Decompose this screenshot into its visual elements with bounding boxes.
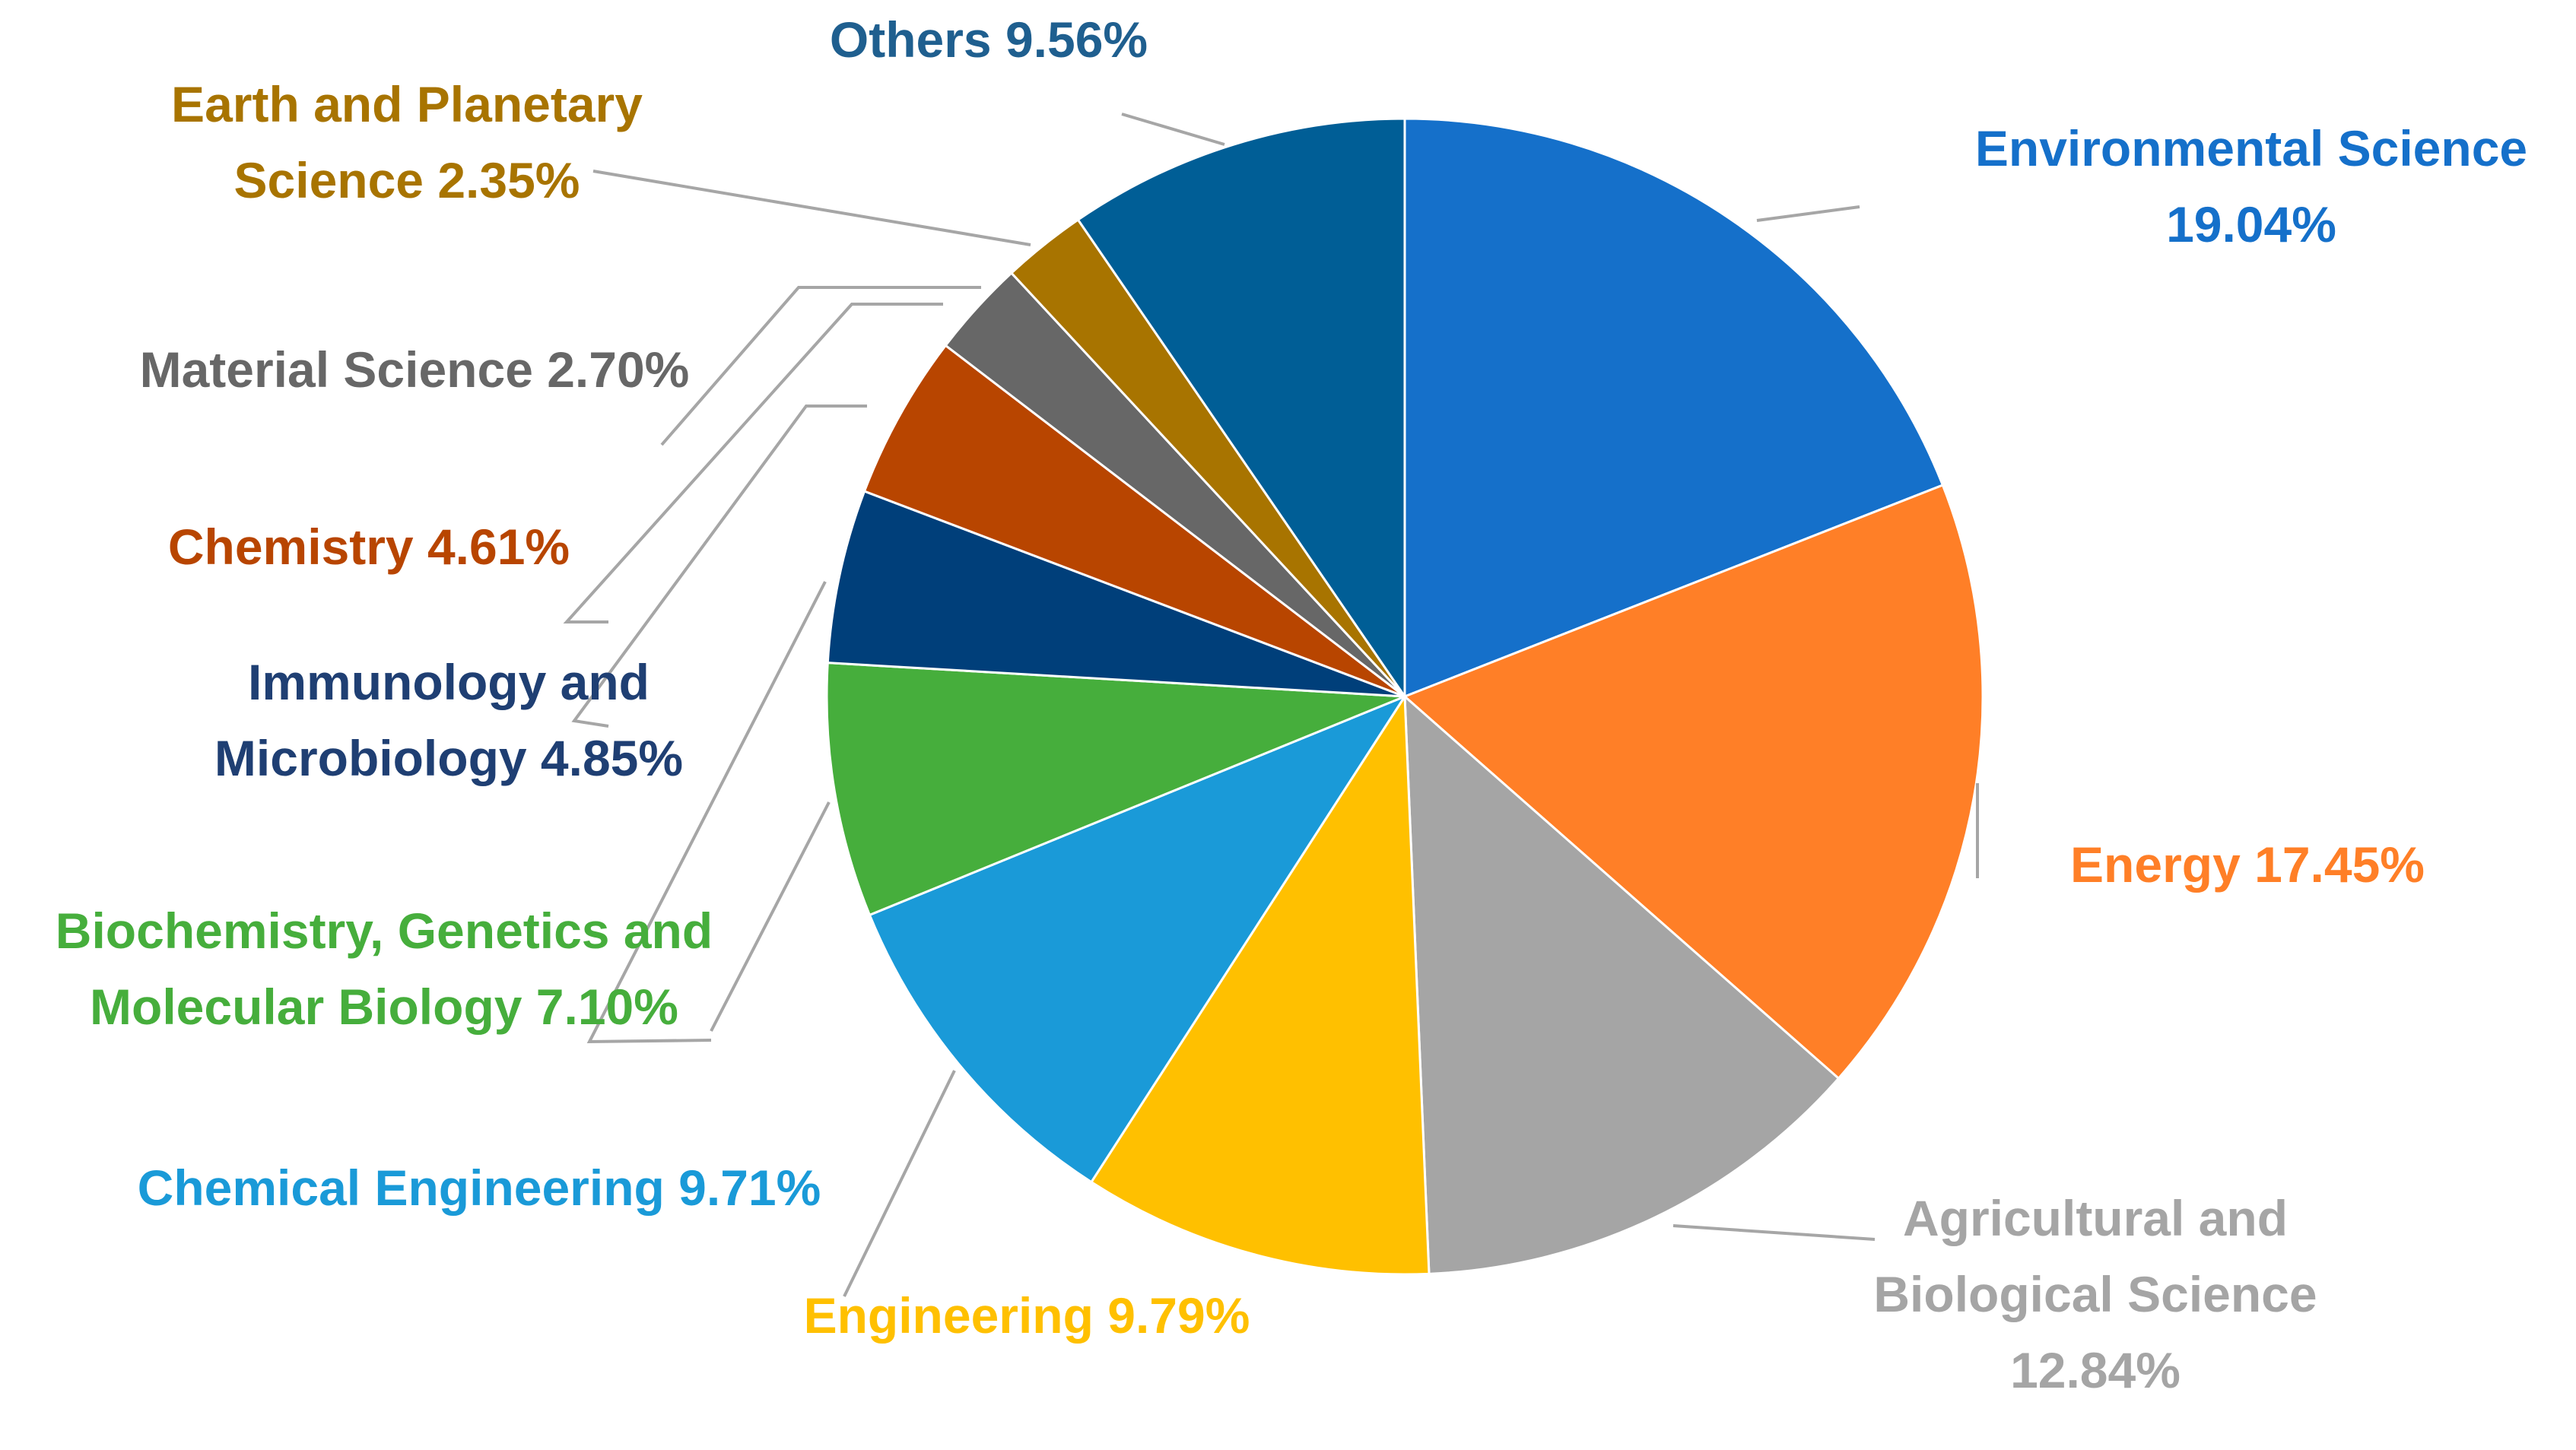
leader-line-others <box>1121 113 1225 146</box>
slice-engineering <box>1090 695 1431 1276</box>
leader-line-engineering <box>843 1070 956 1297</box>
slice-chemistry <box>863 344 1406 698</box>
data-label-line: Chemical Engineering 9.71% <box>138 1160 821 1216</box>
data-label-line: Immunology and <box>248 654 650 710</box>
leader-line-immunology-and-microbiology <box>571 405 867 728</box>
data-label-biochemistry-genetics-and-molecular-biology: Biochemistry, Genetics and Molecular Biol… <box>56 903 713 1035</box>
data-label-line: Material Science 2.70% <box>140 341 690 398</box>
slice-agricultural-and-biological-science <box>1403 695 1840 1275</box>
data-label-environmental-science: Environmental Science 19.04% <box>1975 120 2527 252</box>
data-label-chemical-engineering: Chemical Engineering 9.71% <box>138 1160 821 1216</box>
leader-line-biochemistry-genetics-and-molecular-biology <box>586 581 827 1044</box>
data-label-agricultural-and-biological-science: Agricultural and Biological Science 12.84% <box>1873 1190 2317 1398</box>
data-label-line: Others 9.56% <box>830 11 1148 68</box>
slice-energy <box>1403 484 1984 1080</box>
data-label-line: 12.84% <box>2010 1342 2181 1398</box>
leader-line-agricultural-and-biological-science <box>1672 1224 1876 1241</box>
slice-labels: Environmental Science 19.04% Energy 17.45%… <box>56 11 2527 1398</box>
leader-lines <box>563 113 1979 1297</box>
slice-biochemistry-genetics-and-molecular-biology <box>825 662 1406 916</box>
data-label-line: Agricultural and <box>1903 1190 2288 1246</box>
data-label-line: Energy 17.45% <box>2070 836 2425 893</box>
leader-line-chemical-engineering <box>710 801 831 1032</box>
data-label-material-science: Material Science 2.70% <box>140 341 690 398</box>
data-label-line: Chemistry 4.61% <box>168 519 570 575</box>
data-label-line: Biochemistry, Genetics and <box>56 903 713 959</box>
slice-chemical-engineering <box>868 695 1406 1184</box>
leader-line-material-science <box>660 286 981 446</box>
slice-environmental-science <box>1403 117 1944 698</box>
pie-slices <box>825 117 1984 1276</box>
data-label-line: Environmental Science <box>1975 120 2527 176</box>
leader-line-environmental-science <box>1756 205 1860 222</box>
leader-line-earth-and-planetary-science <box>592 170 1031 246</box>
data-label-others: Others 9.56% <box>830 11 1148 68</box>
data-label-line: Science 2.35% <box>234 152 580 208</box>
data-label-line: Biological Science <box>1873 1266 2317 1322</box>
data-label-line: Earth and Planetary <box>171 76 643 132</box>
data-label-engineering: Engineering 9.79% <box>804 1287 1250 1344</box>
data-label-energy: Energy 17.45% <box>2070 836 2425 893</box>
leader-line-chemistry <box>563 303 943 623</box>
data-label-line: Molecular Biology 7.10% <box>90 979 678 1035</box>
data-label-earth-and-planetary-science: Earth and Planetary Science 2.35% <box>171 76 643 208</box>
data-label-chemistry: Chemistry 4.61% <box>168 519 570 575</box>
slice-immunology-and-microbiology <box>826 490 1406 698</box>
data-label-immunology-and-microbiology: Immunology and Microbiology 4.85% <box>214 654 683 786</box>
data-label-line: Microbiology 4.85% <box>214 730 683 786</box>
data-label-line: Engineering 9.79% <box>804 1287 1250 1344</box>
data-label-line: 19.04% <box>2166 196 2336 252</box>
slice-others <box>1076 117 1406 698</box>
